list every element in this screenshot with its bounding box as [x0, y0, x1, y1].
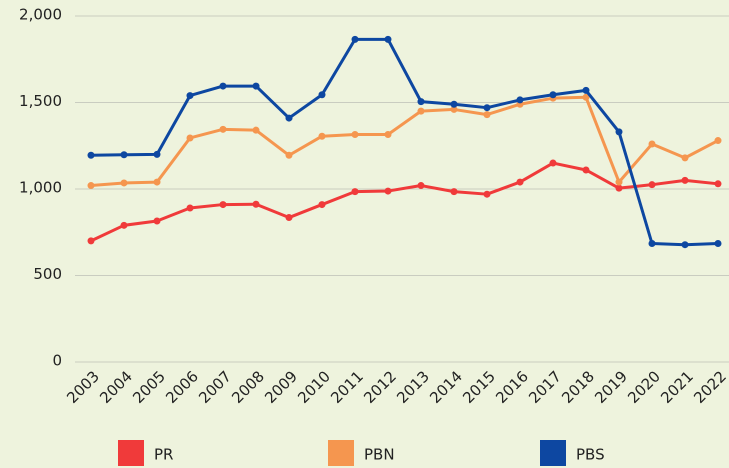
data-point — [285, 151, 293, 159]
x-tick-label: 2004 — [96, 367, 136, 407]
data-point — [153, 178, 161, 186]
data-point — [516, 178, 524, 186]
x-tick-label: 2012 — [360, 367, 400, 407]
data-point — [219, 125, 227, 133]
data-point — [450, 100, 458, 108]
data-point — [582, 86, 590, 94]
x-tick-label: 2007 — [195, 367, 235, 407]
data-point — [549, 159, 557, 167]
data-point — [120, 151, 128, 159]
y-tick-label: 0 — [52, 352, 62, 370]
data-point — [351, 131, 359, 139]
series-line — [90, 37, 719, 247]
data-point — [681, 241, 689, 249]
data-point — [483, 190, 491, 198]
data-point — [615, 128, 623, 136]
data-point — [186, 92, 194, 100]
data-point — [87, 182, 95, 190]
data-point — [285, 214, 293, 222]
data-point — [384, 187, 392, 195]
data-point — [87, 237, 95, 245]
data-point — [318, 91, 326, 99]
data-point — [417, 98, 425, 106]
x-tick-label: 2013 — [393, 367, 433, 407]
data-point — [87, 151, 95, 159]
x-tick-label: 2015 — [459, 367, 499, 407]
x-tick-label: 2017 — [525, 367, 565, 407]
legend-swatch — [118, 440, 144, 466]
data-point — [417, 107, 425, 115]
x-tick-label: 2014 — [426, 367, 466, 407]
data-point — [285, 114, 293, 122]
x-tick-label: 2006 — [162, 367, 202, 407]
data-point — [153, 217, 161, 225]
data-point — [120, 221, 128, 229]
data-point — [351, 35, 359, 43]
x-tick-label: 2019 — [591, 367, 631, 407]
data-point — [714, 239, 722, 247]
data-point — [252, 200, 260, 208]
legend-label: PR — [154, 446, 173, 464]
data-point — [186, 134, 194, 142]
data-point — [252, 126, 260, 134]
data-point — [648, 239, 656, 247]
data-point — [681, 154, 689, 162]
data-point — [219, 201, 227, 209]
legend-swatch — [328, 440, 354, 466]
y-tick-label: 2,000 — [19, 6, 62, 24]
data-point — [483, 111, 491, 119]
data-point — [483, 104, 491, 112]
data-point — [648, 140, 656, 148]
data-point — [318, 132, 326, 140]
data-point — [615, 184, 623, 192]
x-tick-label: 2011 — [327, 367, 367, 407]
y-tick-label: 500 — [33, 265, 62, 283]
x-tick-label: 2020 — [624, 367, 664, 407]
data-point — [219, 82, 227, 90]
data-point — [351, 188, 359, 196]
y-tick-label: 1,500 — [19, 92, 62, 110]
series-line — [90, 161, 719, 243]
data-point — [417, 182, 425, 190]
data-point — [450, 188, 458, 196]
data-point — [681, 176, 689, 184]
data-point — [714, 137, 722, 145]
data-point — [648, 181, 656, 189]
data-point — [384, 131, 392, 139]
data-point — [582, 93, 590, 101]
data-point — [615, 178, 623, 186]
data-point — [450, 105, 458, 113]
data-point — [549, 91, 557, 99]
x-tick-label: 2008 — [228, 367, 268, 407]
legend-label: PBS — [576, 446, 605, 464]
data-point — [582, 166, 590, 174]
x-tick-label: 2010 — [294, 367, 334, 407]
data-point — [714, 180, 722, 188]
data-point — [252, 82, 260, 90]
x-tick-label: 2003 — [63, 367, 103, 407]
legend-label: PBN — [364, 446, 395, 464]
y-tick-label: 1,000 — [19, 179, 62, 197]
data-point — [153, 150, 161, 158]
data-point — [186, 204, 194, 212]
x-tick-label: 2018 — [558, 367, 598, 407]
data-point — [120, 179, 128, 187]
legend-swatch — [540, 440, 566, 466]
x-tick-label: 2021 — [657, 367, 697, 407]
x-tick-label: 2005 — [129, 367, 169, 407]
x-tick-label: 2022 — [690, 367, 729, 407]
data-point — [516, 96, 524, 104]
series-line — [90, 95, 719, 188]
data-point — [384, 35, 392, 43]
x-tick-label: 2016 — [492, 367, 532, 407]
x-tick-label: 2009 — [261, 367, 301, 407]
data-point — [318, 201, 326, 209]
